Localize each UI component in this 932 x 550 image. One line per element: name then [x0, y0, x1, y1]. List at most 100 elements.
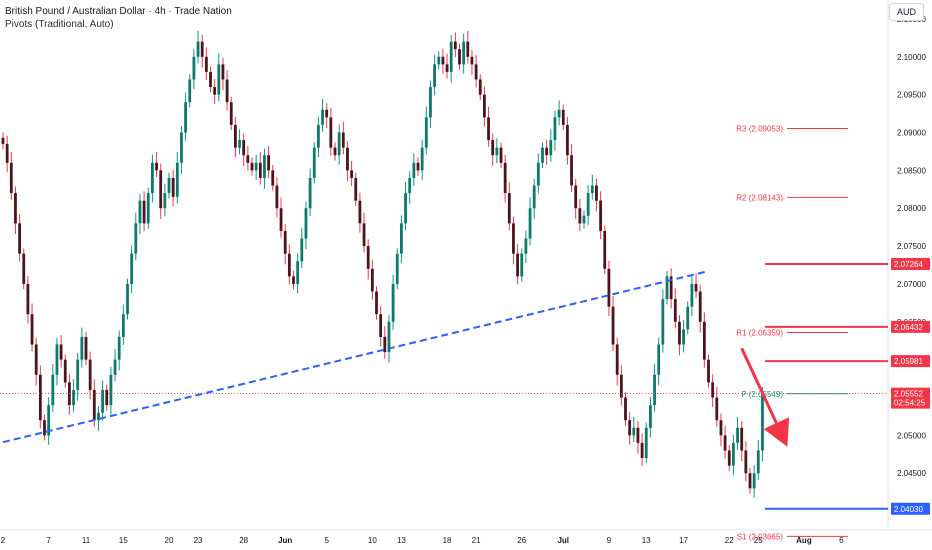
candle: [370, 259, 374, 300]
candle: [97, 405, 100, 431]
drawings: [2, 270, 790, 447]
time-tick-label: Aug: [796, 536, 812, 545]
candle-body: [586, 193, 590, 216]
candle-body: [59, 344, 63, 360]
candle: [649, 397, 652, 438]
candle: [532, 178, 536, 219]
candle: [599, 191, 602, 239]
candle-body: [449, 41, 453, 72]
candle: [420, 139, 424, 180]
candle: [528, 197, 532, 246]
candle: [707, 354, 710, 388]
candle: [101, 380, 104, 421]
time-tick-label: Jul: [557, 536, 569, 545]
candle: [63, 354, 67, 388]
candle-body: [462, 41, 466, 65]
candle-body: [740, 427, 744, 451]
candle: [68, 374, 71, 415]
candle: [723, 425, 727, 459]
candle-body: [690, 283, 694, 307]
candle: [300, 227, 304, 268]
candle-body: [669, 276, 673, 300]
price-axis[interactable]: 2.105002.100002.095002.090002.085002.080…: [897, 15, 926, 478]
candle-body: [22, 253, 26, 284]
candle: [727, 445, 731, 471]
candle-body: [366, 246, 370, 269]
candle-body: [553, 117, 557, 141]
candle: [744, 441, 748, 482]
candle: [732, 434, 735, 476]
candle-body: [333, 147, 337, 156]
chart-header: British Pound / Australian Dollar · 4h ·…: [5, 5, 232, 31]
candle-body: [180, 132, 183, 163]
candle-body: [155, 162, 158, 171]
candle-body: [88, 359, 92, 390]
candle-body: [570, 155, 573, 186]
candle-body: [752, 473, 756, 489]
candle-body: [665, 276, 669, 300]
candle: [702, 312, 706, 368]
time-tick-label: 10: [368, 536, 377, 545]
level-price-text: 2.07264: [894, 260, 923, 269]
candle: [590, 174, 594, 200]
candle: [756, 439, 760, 480]
symbol-title[interactable]: British Pound / Australian Dollar · 4h ·…: [5, 6, 232, 17]
candle-body: [370, 268, 374, 292]
candle-body: [283, 230, 287, 254]
candle-body: [557, 109, 561, 118]
candle: [673, 288, 677, 329]
candle-body: [520, 253, 524, 277]
candle-body: [55, 344, 59, 375]
candle-body: [391, 283, 395, 322]
level-price-text: 2.04030: [894, 505, 923, 514]
candle-body: [126, 283, 129, 315]
candle: [366, 239, 370, 280]
candle: [217, 53, 221, 102]
candle: [478, 74, 482, 100]
currency-button[interactable]: AUD: [889, 3, 924, 21]
candle: [146, 187, 150, 229]
candle-body: [258, 162, 262, 178]
price-tick-label: 2.08000: [897, 204, 926, 213]
candle-body: [653, 374, 656, 406]
candle: [624, 392, 627, 426]
candle-body: [545, 147, 549, 156]
candle-body: [723, 435, 727, 451]
candle-body: [375, 291, 378, 315]
candle: [719, 413, 723, 447]
candle: [192, 48, 196, 89]
candle: [566, 116, 569, 165]
candle: [354, 172, 358, 206]
candle-body: [466, 41, 470, 57]
candle-body: [590, 185, 594, 194]
candle-body: [420, 147, 424, 171]
time-tick-label: 25: [754, 536, 763, 545]
candle-body: [487, 117, 490, 141]
candle: [258, 152, 262, 185]
candle: [582, 210, 586, 229]
candle: [250, 157, 254, 176]
indicator-label[interactable]: Pivots (Traditional, Auto): [5, 19, 114, 30]
candle: [196, 30, 200, 64]
candle-body: [503, 162, 507, 194]
candle: [636, 421, 640, 454]
candle-body: [217, 64, 221, 95]
candle: [159, 163, 163, 219]
candle: [711, 374, 715, 407]
candle-body: [312, 147, 316, 178]
candle-body: [698, 291, 702, 322]
candle: [242, 133, 246, 166]
candle-body: [209, 71, 212, 88]
candle-body: [358, 200, 362, 224]
time-axis[interactable]: 2 7 11 15 20 23 28 Jun 5 10 13 18 21 26 Jul 9 13 17 22 25 Au…: [1, 536, 844, 545]
candle: [308, 168, 312, 217]
candle-body: [628, 420, 632, 436]
candle-body: [254, 162, 258, 171]
candle: [499, 142, 503, 169]
countdown-text: 02:54:25: [894, 399, 926, 408]
candle-body: [80, 336, 84, 360]
candle: [88, 351, 92, 400]
candle: [283, 224, 287, 265]
candle: [495, 138, 499, 164]
